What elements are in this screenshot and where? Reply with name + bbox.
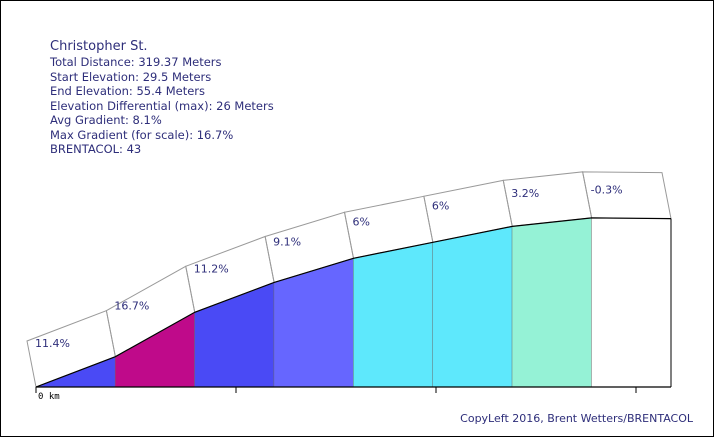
gradient-label: 11.4% — [35, 337, 70, 350]
gradient-label: 16.7% — [114, 299, 149, 312]
gradient-label: 3.2% — [511, 187, 539, 200]
gradient-segment — [591, 217, 671, 387]
route-stat-line: BRENTACOL: 43 — [50, 142, 142, 156]
gradient-segment — [432, 226, 513, 387]
gradient-segment — [353, 242, 433, 387]
gradient-label: 9.1% — [273, 235, 301, 248]
gradient-label: 6% — [353, 215, 370, 228]
profile-line — [35, 217, 672, 388]
gradient-segment — [115, 312, 195, 387]
x-axis-start-label: 0 km — [38, 392, 60, 402]
gradient-label: -0.3% — [591, 183, 623, 196]
route-stat-line: Total Distance: 319.37 Meters — [50, 55, 222, 69]
route-title: Christopher St. — [50, 39, 148, 54]
gradient-label: 11.2% — [194, 262, 229, 275]
copyleft-credit: CopyLeft 2016, Brent Wetters/BRENTACOL — [460, 412, 693, 425]
gradient-segment — [512, 217, 592, 387]
route-stat-line: Max Gradient (for scale): 16.7% — [50, 127, 234, 142]
gradient-segment — [194, 282, 275, 387]
gradient-label: 6% — [432, 199, 449, 212]
route-stat-line: Elevation Differential (max): 26 Meters — [50, 98, 274, 113]
gradient-segment — [274, 258, 354, 387]
route-stat-line: Avg Gradient: 8.1% — [50, 113, 162, 127]
route-stat-line: Start Elevation: 29.5 Meters — [50, 69, 212, 84]
route-stat-line: End Elevation: 55.4 Meters — [50, 84, 206, 98]
